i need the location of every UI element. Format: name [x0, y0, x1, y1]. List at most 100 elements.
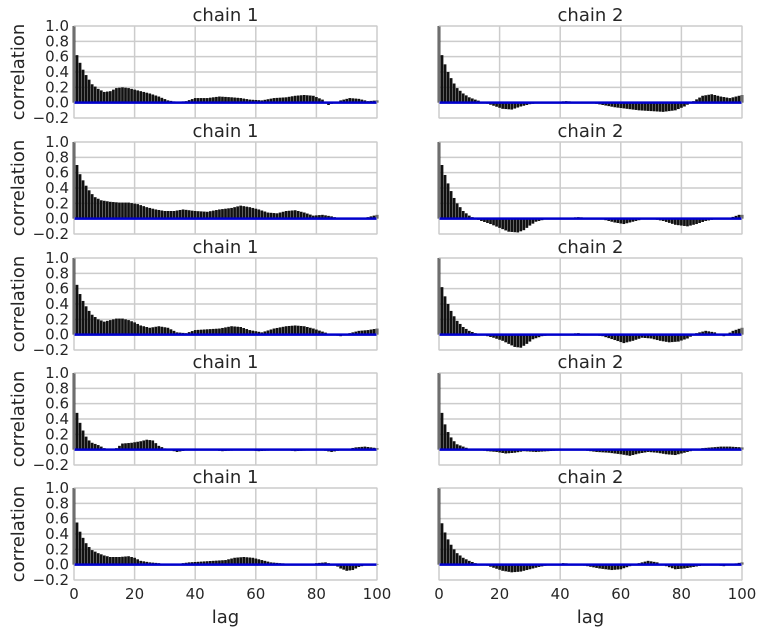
- panel-frame: [73, 257, 378, 351]
- acf-bar: [87, 310, 91, 335]
- acf-bar: [507, 334, 511, 344]
- acf-bar: [148, 327, 152, 335]
- acf-bar: [221, 327, 224, 335]
- acf-bar: [248, 207, 252, 219]
- acf-bar: [440, 523, 444, 565]
- acf-bar: [202, 329, 206, 335]
- x-tick-label: 100: [363, 585, 392, 603]
- acf-bar: [112, 319, 115, 335]
- acf-bar: [87, 190, 91, 219]
- acf-bar: [525, 218, 529, 228]
- acf-bar: [78, 174, 82, 219]
- acf-bar: [196, 561, 200, 565]
- y-tick-label: 0.4: [45, 295, 69, 313]
- acf-bar: [230, 207, 233, 219]
- acf-bar: [667, 218, 671, 223]
- acf-bar: [592, 564, 595, 568]
- acf-bar: [731, 97, 735, 103]
- acf-bar: [628, 102, 632, 110]
- y-tick-label: 0.0: [45, 326, 69, 344]
- acf-bar: [667, 449, 671, 455]
- acf-bar: [440, 412, 444, 450]
- acf-bar: [443, 174, 447, 219]
- acf-bar: [239, 557, 242, 565]
- acf-bar: [224, 96, 227, 103]
- acf-bar: [121, 556, 124, 565]
- acf-bar: [257, 331, 261, 335]
- acf-bar: [601, 449, 604, 453]
- acf-bar: [342, 99, 346, 103]
- acf-bar: [501, 449, 504, 453]
- acf-bar: [318, 215, 321, 219]
- acf-bar: [127, 88, 130, 103]
- acf-bar: [293, 210, 297, 219]
- acf-bar: [315, 329, 318, 335]
- acf-bar: [455, 553, 459, 565]
- acf-bar: [640, 449, 644, 453]
- acf-bar: [449, 310, 453, 335]
- acf-bar: [619, 334, 623, 343]
- acf-bar: [643, 561, 647, 565]
- acf-bar: [93, 317, 97, 335]
- acf-bar: [230, 326, 233, 335]
- acf-bar: [293, 325, 297, 335]
- acf-bar: [139, 560, 143, 565]
- acf-bar: [172, 330, 176, 335]
- acf-bar: [446, 304, 450, 335]
- acf-bar: [202, 98, 206, 103]
- acf-bar: [461, 211, 465, 219]
- acf-bar: [105, 556, 109, 565]
- acf-bar: [221, 560, 224, 565]
- acf-bar: [272, 98, 276, 103]
- acf-bar: [680, 102, 683, 108]
- acf-bar: [631, 102, 635, 110]
- acf-bar: [266, 212, 270, 219]
- acf-bar: [278, 327, 282, 335]
- acf-bar: [321, 99, 324, 103]
- acf-bar: [115, 88, 118, 103]
- panel-title: chain 2: [558, 237, 624, 258]
- acf-bar: [610, 334, 614, 340]
- acf-bar: [516, 102, 520, 108]
- acf-bar: [102, 91, 106, 103]
- y-tick-label: 1.0: [45, 479, 69, 497]
- panel-frame: [438, 257, 743, 351]
- acf-bar: [251, 207, 255, 219]
- acf-bar: [154, 95, 158, 103]
- acf-bar: [513, 218, 517, 233]
- acf-bar: [302, 212, 306, 219]
- acf-bar: [284, 97, 288, 103]
- acf-bar: [510, 102, 514, 110]
- acf-bar: [464, 559, 468, 565]
- acf-bar: [115, 202, 118, 219]
- acf-bar: [215, 96, 218, 103]
- acf-bar: [458, 555, 462, 565]
- acf-bar: [318, 98, 321, 103]
- y-axis-label: correlation: [8, 371, 29, 468]
- acf-bar: [199, 329, 203, 335]
- acf-bar: [151, 327, 155, 335]
- acf-bar: [634, 334, 638, 340]
- acf-bar: [701, 331, 704, 335]
- acf-bar: [464, 213, 468, 219]
- acf-bar: [127, 202, 130, 219]
- acf-bar: [458, 207, 462, 219]
- acf-bar: [142, 561, 146, 565]
- acf-bar: [366, 446, 370, 450]
- acf-bar: [613, 102, 617, 108]
- acf-bar: [707, 331, 711, 335]
- acf-bar: [655, 102, 659, 112]
- y-tick-label: 0.2: [45, 78, 69, 96]
- acf-bar: [670, 334, 674, 343]
- acf-bar: [142, 440, 146, 450]
- acf-bar: [154, 326, 158, 335]
- acf-bar: [707, 94, 711, 103]
- acf-bar: [81, 180, 85, 219]
- y-axis-label: correlation: [8, 140, 29, 237]
- acf-bar: [498, 334, 501, 340]
- acf-bar: [613, 218, 617, 223]
- acf-bar: [607, 102, 611, 107]
- acf-bar: [345, 564, 349, 571]
- acf-bar: [154, 209, 158, 219]
- panel-title: chain 2: [558, 121, 624, 142]
